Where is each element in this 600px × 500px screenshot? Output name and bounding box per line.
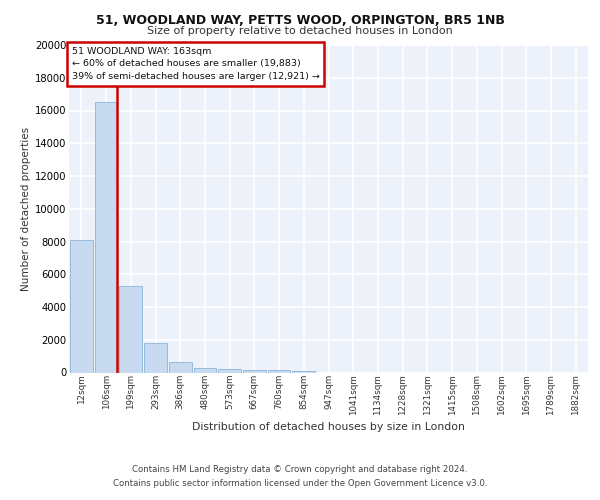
Bar [169,362,191,372]
Bar [144,343,167,372]
Bar [70,240,93,372]
Bar [292,371,315,372]
Bar [194,368,216,372]
Text: Contains HM Land Registry data © Crown copyright and database right 2024.
Contai: Contains HM Land Registry data © Crown c… [113,466,487,487]
X-axis label: Distribution of detached houses by size in London: Distribution of detached houses by size … [192,422,465,432]
Bar [119,286,142,372]
Bar [268,370,290,372]
Text: 51, WOODLAND WAY, PETTS WOOD, ORPINGTON, BR5 1NB: 51, WOODLAND WAY, PETTS WOOD, ORPINGTON,… [95,14,505,27]
Text: Size of property relative to detached houses in London: Size of property relative to detached ho… [147,26,453,36]
Bar [243,370,266,372]
Y-axis label: Number of detached properties: Number of detached properties [20,126,31,291]
Bar [218,369,241,372]
Bar [95,102,118,372]
Text: 51 WOODLAND WAY: 163sqm
← 60% of detached houses are smaller (19,883)
39% of sem: 51 WOODLAND WAY: 163sqm ← 60% of detache… [71,46,319,82]
